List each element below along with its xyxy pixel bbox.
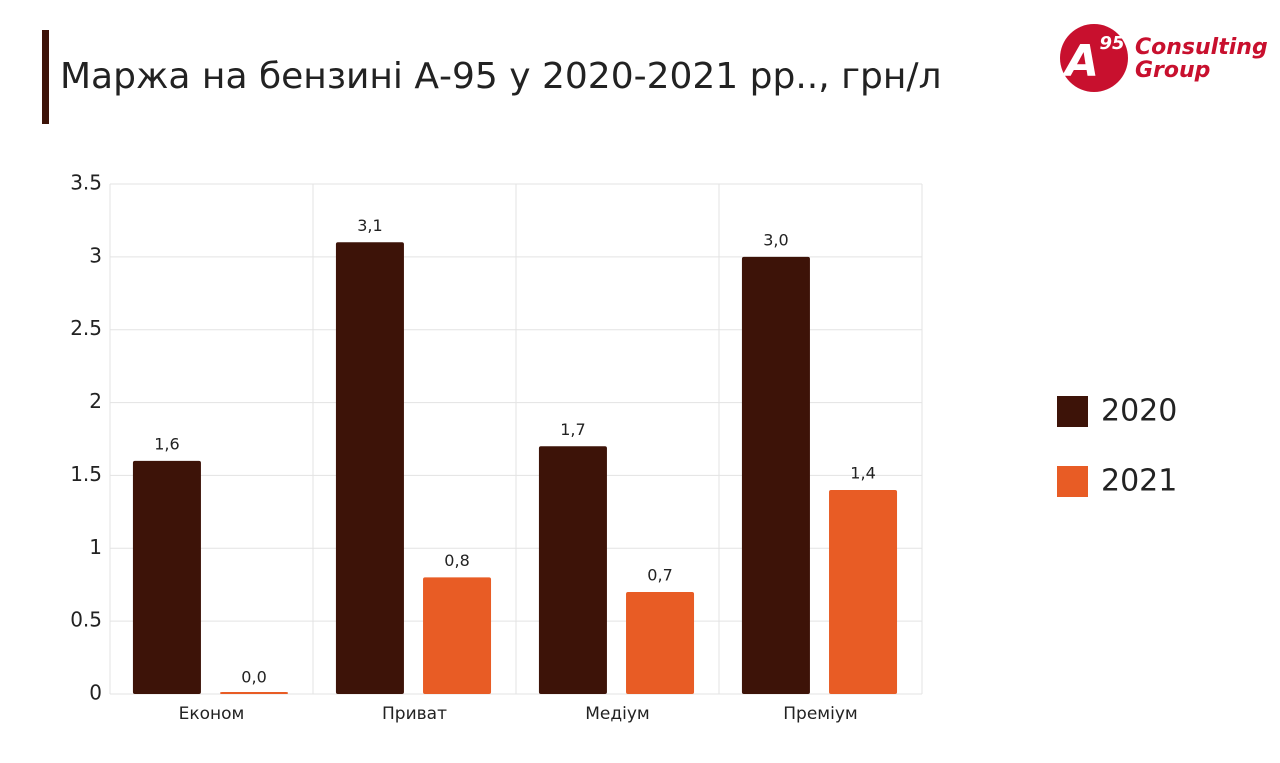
logo: A 95 Consulting Group xyxy=(1060,24,1268,92)
logo-text: Group xyxy=(1135,58,1210,83)
y-tick-label: 1.5 xyxy=(70,462,102,486)
value-label: 1,4 xyxy=(850,464,875,483)
bar xyxy=(220,692,289,694)
x-tick-label: Економ xyxy=(179,704,245,724)
legend-swatch xyxy=(1057,396,1088,427)
value-label: 0,0 xyxy=(241,668,266,687)
y-tick-label: 0 xyxy=(89,681,102,705)
y-tick-label: 3.5 xyxy=(70,171,102,195)
value-label: 0,8 xyxy=(444,551,469,570)
value-label: 1,7 xyxy=(560,420,585,439)
logo-circle xyxy=(1060,24,1128,92)
value-label: 3,1 xyxy=(357,216,382,235)
y-tick-label: 2.5 xyxy=(70,316,102,340)
logo-mark: A xyxy=(1062,36,1099,87)
legend-label: 2021 xyxy=(1101,464,1177,499)
y-tick-label: 0.5 xyxy=(70,608,102,632)
bar xyxy=(423,577,492,694)
x-tick-label: Медіум xyxy=(585,704,650,724)
y-tick-label: 3 xyxy=(89,243,102,267)
value-label: 0,7 xyxy=(647,566,672,585)
bar xyxy=(538,446,607,694)
logo-number: 95 xyxy=(1099,33,1124,54)
bar xyxy=(335,242,404,695)
bar xyxy=(626,592,695,694)
x-tick-label: Приват xyxy=(382,704,447,724)
value-label: 1,6 xyxy=(154,434,179,453)
y-tick-label: 2 xyxy=(89,389,102,413)
chart-title: Маржа на бензині А-95 у 2020-2021 рр.., … xyxy=(60,56,942,97)
x-tick-label: Преміум xyxy=(783,704,857,724)
bar xyxy=(132,460,201,694)
title-accent xyxy=(42,30,49,124)
y-tick-label: 1 xyxy=(89,535,102,559)
value-label: 3,0 xyxy=(763,230,788,249)
legend-swatch xyxy=(1057,466,1088,497)
legend-label: 2020 xyxy=(1101,394,1177,429)
bar xyxy=(829,490,898,694)
bar xyxy=(741,256,810,694)
logo-text: Consulting xyxy=(1135,35,1268,60)
